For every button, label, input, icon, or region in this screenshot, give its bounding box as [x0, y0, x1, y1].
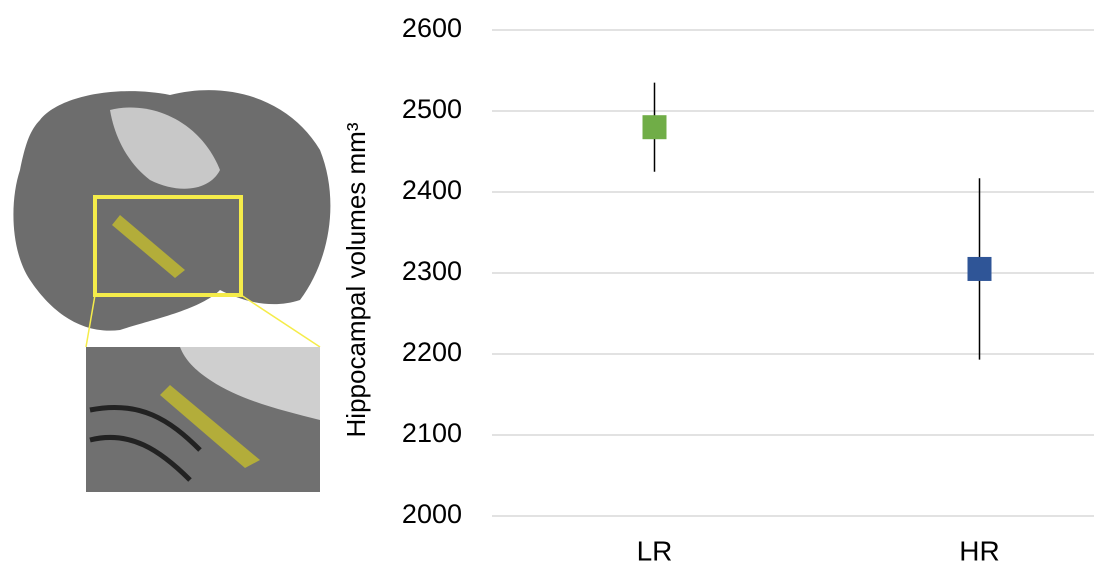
brain-image [13, 90, 330, 492]
figure: Hippocampal volumes mm³ 2000 2100 2200 2300… [0, 0, 1096, 569]
x-tick-label: LR [637, 535, 673, 566]
y-tick-label: 2400 [402, 175, 462, 205]
page: {"chart_data": {"type": "errorbar", "y_l… [0, 0, 1096, 569]
y-tick-label: 2500 [402, 94, 462, 124]
marker [968, 257, 992, 281]
y-tick-label: 2100 [402, 418, 462, 448]
y-tick-label: 2000 [402, 499, 462, 529]
y-axis-label: Hippocampal volumes mm³ [341, 122, 371, 437]
y-tick-label: 2300 [402, 256, 462, 286]
x-tick-label: HR [959, 535, 999, 566]
marker [643, 115, 667, 139]
y-tick-label: 2200 [402, 337, 462, 367]
y-tick-label: 2600 [402, 13, 462, 43]
